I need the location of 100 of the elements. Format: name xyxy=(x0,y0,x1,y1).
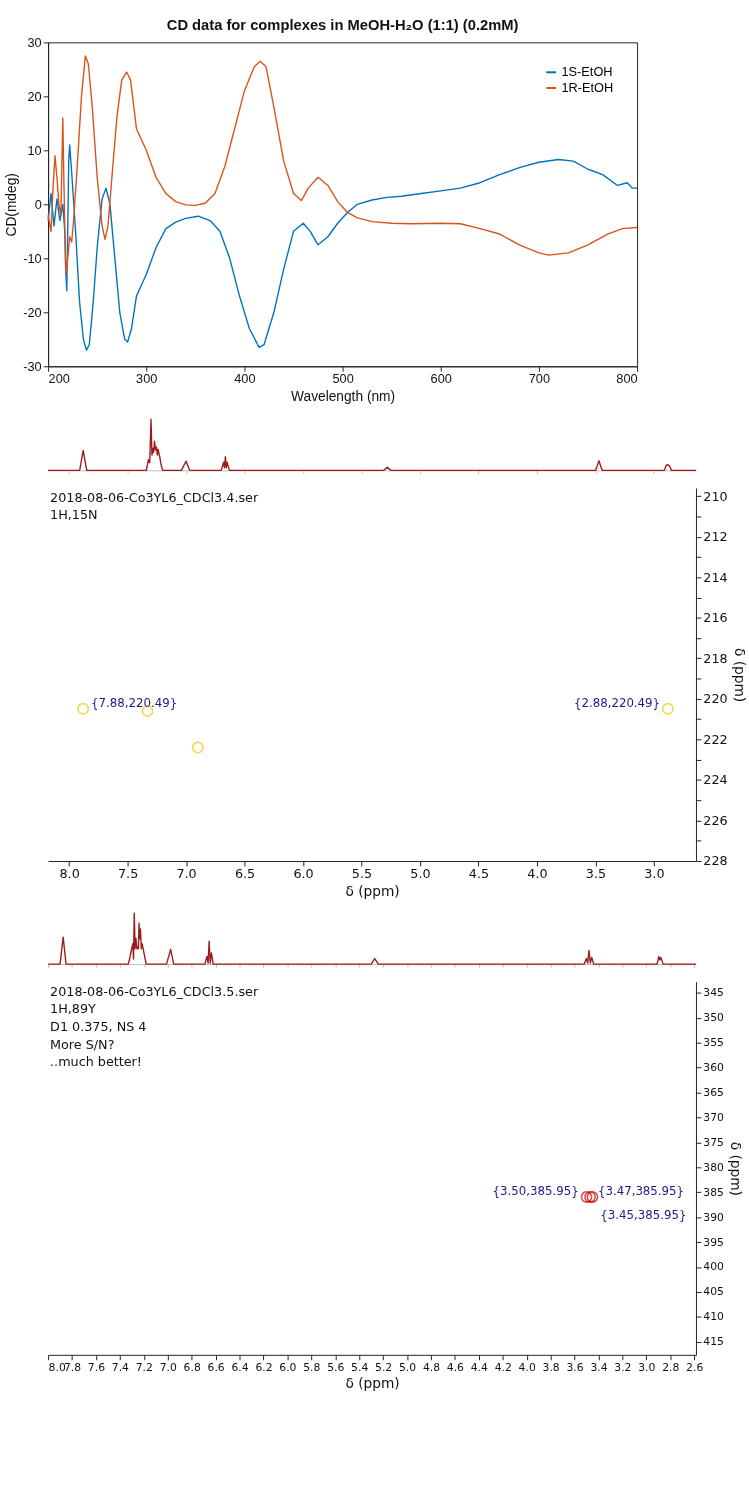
x-tick-label: 5.0 xyxy=(398,1361,417,1375)
x-axis-title: δ (ppm) xyxy=(345,1374,400,1391)
x-tick-label: 7.2 xyxy=(135,1361,153,1375)
chart-title: CD data for complexes in MeOH-H₂O (1:1) (0.2mM) xyxy=(166,16,519,33)
annotation: {3.47,385.95} xyxy=(597,1184,685,1199)
y-tick-label: -30 xyxy=(23,358,42,374)
legend-label: 1R-EtOH xyxy=(561,79,614,95)
x-tick-label: 5.4 xyxy=(351,1361,369,1375)
y-tick-label: 355 xyxy=(703,1036,724,1050)
x-tick-label: 3.8 xyxy=(542,1361,560,1375)
y-tick-label: 360 xyxy=(703,1061,725,1075)
annotation: 1H,15N xyxy=(50,507,98,523)
x-tick-label: 3.2 xyxy=(614,1361,632,1375)
x-tick-label: 8.0 xyxy=(59,866,80,882)
y-tick-label: 365 xyxy=(703,1085,724,1099)
y-tick-label: 375 xyxy=(703,1135,724,1149)
y-tick-label: 222 xyxy=(703,731,728,747)
x-tick-label: 5.5 xyxy=(351,866,373,882)
x-axis-title: Wavelength (nm) xyxy=(291,389,396,405)
x-tick-label: 7.0 xyxy=(159,1361,177,1375)
point xyxy=(191,741,204,754)
x-tick-label: 3.5 xyxy=(585,866,607,882)
y-tick-label: 30 xyxy=(27,34,42,50)
x-tick-label: 4.6 xyxy=(446,1361,465,1375)
x-tick-label: 300 xyxy=(136,371,158,387)
y-tick-label: 370 xyxy=(703,1110,725,1124)
x-tick-label: 4.2 xyxy=(494,1361,512,1375)
y-tick-label: 214 xyxy=(703,569,728,585)
x-tick-label: 8.0 xyxy=(48,1361,66,1375)
annotation: 1H,89Y xyxy=(50,1001,97,1017)
y-tick-label: 395 xyxy=(703,1235,724,1249)
annotation: More S/N? xyxy=(50,1036,115,1052)
y-tick-label: 380 xyxy=(703,1160,725,1174)
x-tick-label: 3.4 xyxy=(590,1361,608,1375)
x-tick-label: 6.0 xyxy=(279,1361,297,1375)
x-tick-label: 400 xyxy=(234,371,256,387)
y-tick-label: -20 xyxy=(23,304,42,320)
x-tick-label: 7.4 xyxy=(111,1361,130,1375)
x-tick-label: 500 xyxy=(332,371,354,387)
x-tick-label: 7.5 xyxy=(117,866,139,882)
y-tick-label: -10 xyxy=(23,250,42,266)
y-tick-label: 410 xyxy=(703,1310,725,1324)
point xyxy=(77,702,90,715)
y-tick-label: 415 xyxy=(703,1335,724,1349)
y-axis-title: δ (ppm) xyxy=(731,647,748,703)
y-axis-title: CD(mdeg) xyxy=(4,173,20,237)
y-tick-label: 390 xyxy=(703,1210,725,1224)
x-tick-label: 800 xyxy=(616,371,638,387)
x-tick-label: 3.6 xyxy=(566,1361,584,1375)
x-axis-title: δ (ppm) xyxy=(345,882,400,899)
y-tick-label: 405 xyxy=(703,1285,724,1299)
annotation: {3.50,385.95} xyxy=(492,1184,579,1199)
y-tick-label: 220 xyxy=(703,691,728,707)
x-tick-label: 5.8 xyxy=(303,1361,321,1375)
y-tick-label: 218 xyxy=(703,650,728,666)
legend-label: 1S-EtOH xyxy=(561,64,613,80)
x-tick-label: 4.0 xyxy=(518,1361,536,1375)
annotation: {7.88,220.49} xyxy=(91,695,178,710)
x-tick-label: 6.8 xyxy=(183,1361,201,1375)
x-tick-label: 2.6 xyxy=(686,1361,704,1375)
x-tick-label: 4.4 xyxy=(470,1361,489,1375)
y-tick-label: 228 xyxy=(703,853,728,869)
y-tick-label: 345 xyxy=(703,986,724,1000)
x-tick-label: 4.5 xyxy=(468,866,490,882)
y-tick-label: 10 xyxy=(27,142,42,158)
x-tick-label: 5.6 xyxy=(327,1361,345,1375)
x-tick-label: 3.0 xyxy=(644,866,665,882)
line-series xyxy=(47,55,638,276)
x-tick-label: 2.8 xyxy=(662,1361,680,1375)
y-tick-label: 400 xyxy=(703,1260,725,1274)
y-axis-title: δ (ppm) xyxy=(727,1141,744,1196)
y-tick-label: 385 xyxy=(703,1185,724,1199)
y-tick-label: 350 xyxy=(703,1011,725,1025)
x-tick-label: 4.8 xyxy=(422,1361,441,1375)
x-tick-label: 7.6 xyxy=(87,1361,106,1375)
x-tick-label: 700 xyxy=(528,371,551,387)
x-tick-label: 6.5 xyxy=(234,866,256,882)
y-tick-label: 216 xyxy=(703,610,728,626)
x-tick-label: 4.0 xyxy=(527,866,548,882)
y-tick-label: 224 xyxy=(703,772,728,788)
x-tick-label: 6.0 xyxy=(293,866,314,882)
annotation: ..much better! xyxy=(50,1054,142,1070)
annotation: D1 0.375, NS 4 xyxy=(50,1018,147,1034)
x-tick-label: 7.0 xyxy=(176,866,197,882)
point xyxy=(661,702,674,715)
x-tick-label: 5.2 xyxy=(375,1361,393,1375)
y-tick-label: 212 xyxy=(703,529,728,545)
y-tick-label: 210 xyxy=(703,488,728,504)
y-tick-label: 226 xyxy=(703,812,728,828)
x-tick-label: 600 xyxy=(430,371,452,387)
y-tick-label: 20 xyxy=(27,88,42,104)
x-tick-label: 6.4 xyxy=(231,1361,249,1375)
line-series xyxy=(47,144,638,351)
annotation: 2018-08-06-Co3YL6_CDCl3.5.ser xyxy=(50,983,259,999)
x-tick-label: 200 xyxy=(48,371,70,387)
x-tick-label: 6.2 xyxy=(255,1361,273,1375)
annotation: 2018-08-06-Co3YL6_CDCl3.4.ser xyxy=(50,489,259,505)
annotation: {2.88,220.49} xyxy=(573,695,661,710)
x-tick-label: 6.6 xyxy=(207,1361,225,1375)
x-tick-label: 5.0 xyxy=(410,866,431,882)
